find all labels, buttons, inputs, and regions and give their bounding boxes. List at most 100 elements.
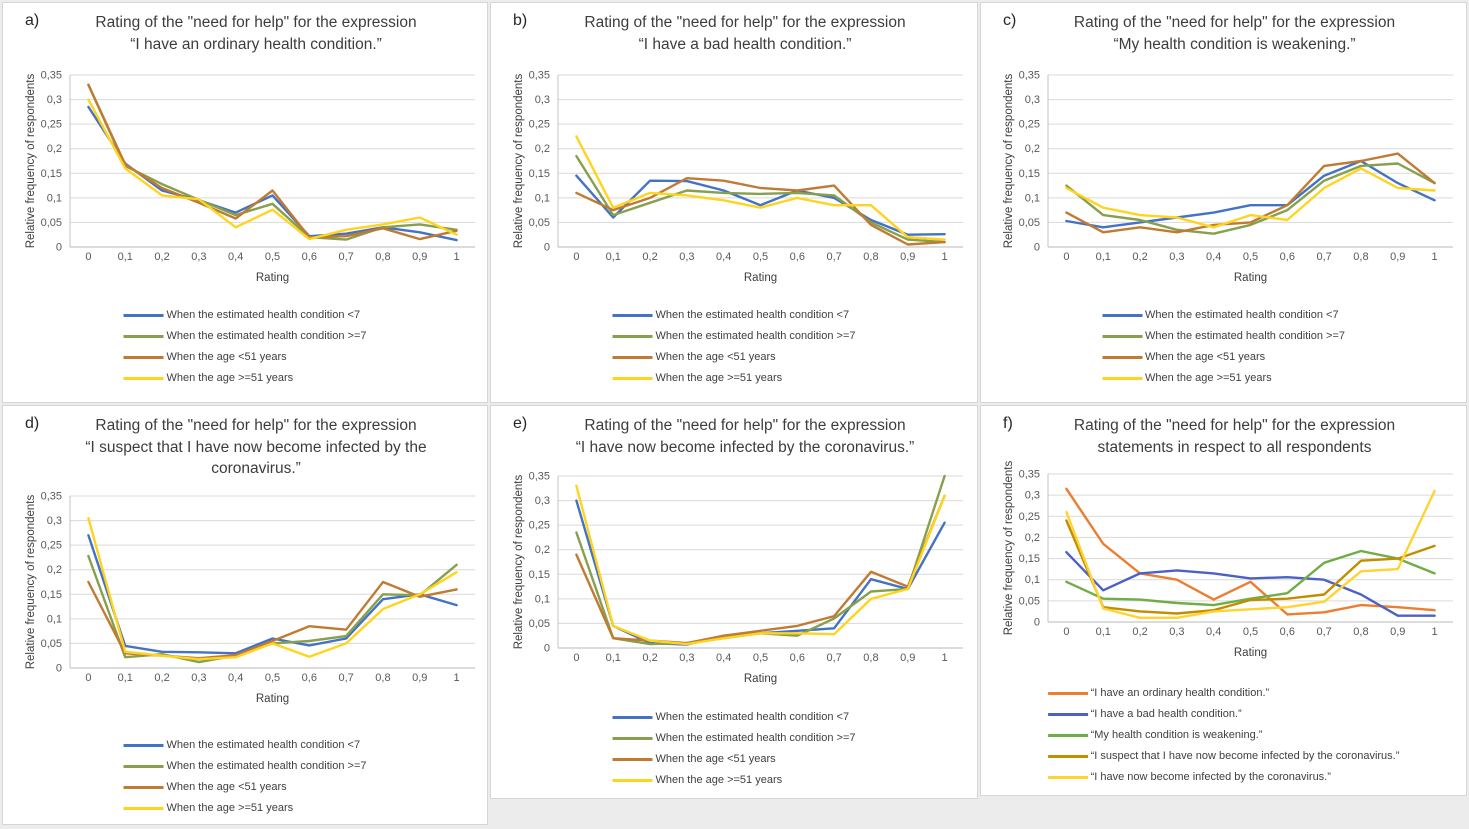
y-tick-label: 0,2 xyxy=(47,564,62,576)
y-axis-title: Relative frequency of respondents xyxy=(513,73,525,248)
x-tick-label: 0,2 xyxy=(642,251,657,263)
series-line xyxy=(87,554,458,664)
panel-letter: e) xyxy=(513,415,528,432)
series-line xyxy=(1065,152,1436,234)
chart-legend: When the estimated health condition <7 Wh… xyxy=(612,711,855,795)
legend-label: When the estimated health condition <7 xyxy=(166,739,361,751)
x-tick-label: 0,6 xyxy=(790,251,805,263)
x-tick-label: 0,4 xyxy=(1206,251,1221,263)
x-tick-label: 0,6 xyxy=(790,652,805,664)
series-line xyxy=(1065,489,1436,620)
x-tick-label: 0,1 xyxy=(606,652,621,664)
legend-item: When the age <51 years xyxy=(123,781,287,793)
y-tick-label: 0,15 xyxy=(1019,553,1040,565)
y-tick-label: 0,35 xyxy=(41,491,62,503)
y-tick-label: 0,15 xyxy=(529,569,550,581)
x-tick-label: 0,5 xyxy=(265,251,280,263)
chart-panel-a: a) Rating of the "need for help" for the… xyxy=(2,2,488,403)
chart-legend: When the estimated health condition <7 Wh… xyxy=(1102,309,1345,393)
legend-item: When the age <51 years xyxy=(123,351,287,363)
x-tick-label: 0,9 xyxy=(1390,626,1405,638)
x-axis-title: Rating xyxy=(744,673,777,685)
y-tick-label: 0,35 xyxy=(529,471,550,483)
legend-label: When the age >=51 years xyxy=(166,802,294,814)
legend-label: When the age <51 years xyxy=(1145,351,1266,363)
legend-swatch-icon xyxy=(123,355,164,359)
x-tick-label: 0 xyxy=(1063,251,1069,263)
legend-item: When the estimated health condition <7 xyxy=(612,309,849,321)
x-tick-label: 1 xyxy=(1432,251,1438,263)
x-tick-label: 0 xyxy=(573,652,579,664)
y-tick-label: 0,25 xyxy=(41,119,62,131)
panel-letter: d) xyxy=(25,415,40,432)
y-tick-label: 0,1 xyxy=(47,192,62,204)
legend-item: When the estimated health condition <7 xyxy=(123,739,361,751)
legend-swatch-icon xyxy=(612,736,653,740)
series-line xyxy=(575,176,946,246)
chart-legend: When the estimated health condition <7 Wh… xyxy=(123,739,366,823)
y-tick-label: 0,3 xyxy=(535,94,550,106)
y-tick-label: 0,25 xyxy=(529,119,550,131)
legend-swatch-icon xyxy=(612,334,653,338)
legend-swatch-icon xyxy=(123,743,164,747)
x-tick-label: 0,9 xyxy=(412,251,427,263)
chart-legend: When the estimated health condition <7 Wh… xyxy=(612,309,855,393)
y-tick-label: 0,1 xyxy=(535,192,550,204)
chart-panel-e: e) Rating of the "need for help" for the… xyxy=(490,405,978,799)
legend-item: When the age <51 years xyxy=(1102,351,1265,363)
y-tick-label: 0,35 xyxy=(1019,469,1040,481)
x-tick-label: 0 xyxy=(85,251,91,263)
chart-panel-f: f) Rating of the "need for help" for the… xyxy=(980,405,1467,796)
y-tick-label: 0,05 xyxy=(41,638,62,650)
legend-swatch-icon xyxy=(612,778,653,782)
legend-swatch-icon xyxy=(123,334,164,338)
legend-item: When the estimated health condition <7 xyxy=(612,711,849,723)
x-axis-title: Rating xyxy=(256,272,289,284)
series-line xyxy=(87,516,458,661)
y-axis-title: Relative frequency of respondents xyxy=(1003,73,1015,248)
legend-label: “I suspect that I have now become infect… xyxy=(1090,750,1400,762)
y-tick-label: 0,1 xyxy=(47,613,62,625)
legend-swatch-icon xyxy=(1102,313,1143,317)
y-tick-label: 0 xyxy=(56,242,62,254)
legend-item: When the age <51 years xyxy=(612,351,776,363)
y-tick-label: 0,15 xyxy=(41,168,62,180)
legend-label: When the age >=51 years xyxy=(166,372,294,384)
x-tick-label: 0,4 xyxy=(1206,626,1221,638)
legend-swatch-icon xyxy=(123,785,164,789)
y-tick-label: 0 xyxy=(1034,242,1040,254)
y-tick-label: 0,05 xyxy=(529,618,550,630)
x-tick-label: 0,7 xyxy=(826,652,841,664)
series-line xyxy=(1065,162,1436,235)
x-tick-label: 0,2 xyxy=(154,251,169,263)
y-tick-label: 0 xyxy=(56,663,62,675)
legend-item: When the age <51 years xyxy=(612,753,776,765)
series-line xyxy=(1065,487,1436,616)
chart-title: Rating of the "need for help" for the ex… xyxy=(95,14,417,53)
legend-label: When the age <51 years xyxy=(166,781,287,793)
series-line xyxy=(87,580,458,660)
y-tick-label: 0 xyxy=(1034,617,1040,629)
x-tick-label: 0,5 xyxy=(1243,626,1258,638)
x-tick-label: 0,7 xyxy=(338,672,353,684)
series-line xyxy=(1065,159,1436,229)
legend-item: When the estimated health condition <7 xyxy=(1102,309,1339,321)
x-tick-label: 0,1 xyxy=(1096,626,1111,638)
y-tick-label: 0,2 xyxy=(1025,532,1040,544)
legend-item: When the estimated health condition >=7 xyxy=(612,330,855,342)
legend-item: “I suspect that I have now become infect… xyxy=(1047,750,1400,762)
x-axis-title: Rating xyxy=(256,693,289,705)
x-axis-title: Rating xyxy=(1234,647,1267,659)
y-axis-title: Relative frequency of respondents xyxy=(1003,460,1015,635)
series-line xyxy=(87,534,458,655)
legend-swatch-icon xyxy=(123,376,164,380)
series-line xyxy=(87,98,458,241)
x-tick-label: 0,6 xyxy=(1280,626,1295,638)
legend-item: When the estimated health condition <7 xyxy=(123,309,360,321)
legend-item: When the age >=51 years xyxy=(123,802,294,814)
x-tick-label: 0,7 xyxy=(1316,626,1331,638)
y-axis-title: Relative frequency of respondents xyxy=(25,73,37,248)
series-line xyxy=(1065,549,1436,607)
y-tick-label: 0,3 xyxy=(1025,94,1040,106)
legend-swatch-icon xyxy=(1047,733,1088,737)
